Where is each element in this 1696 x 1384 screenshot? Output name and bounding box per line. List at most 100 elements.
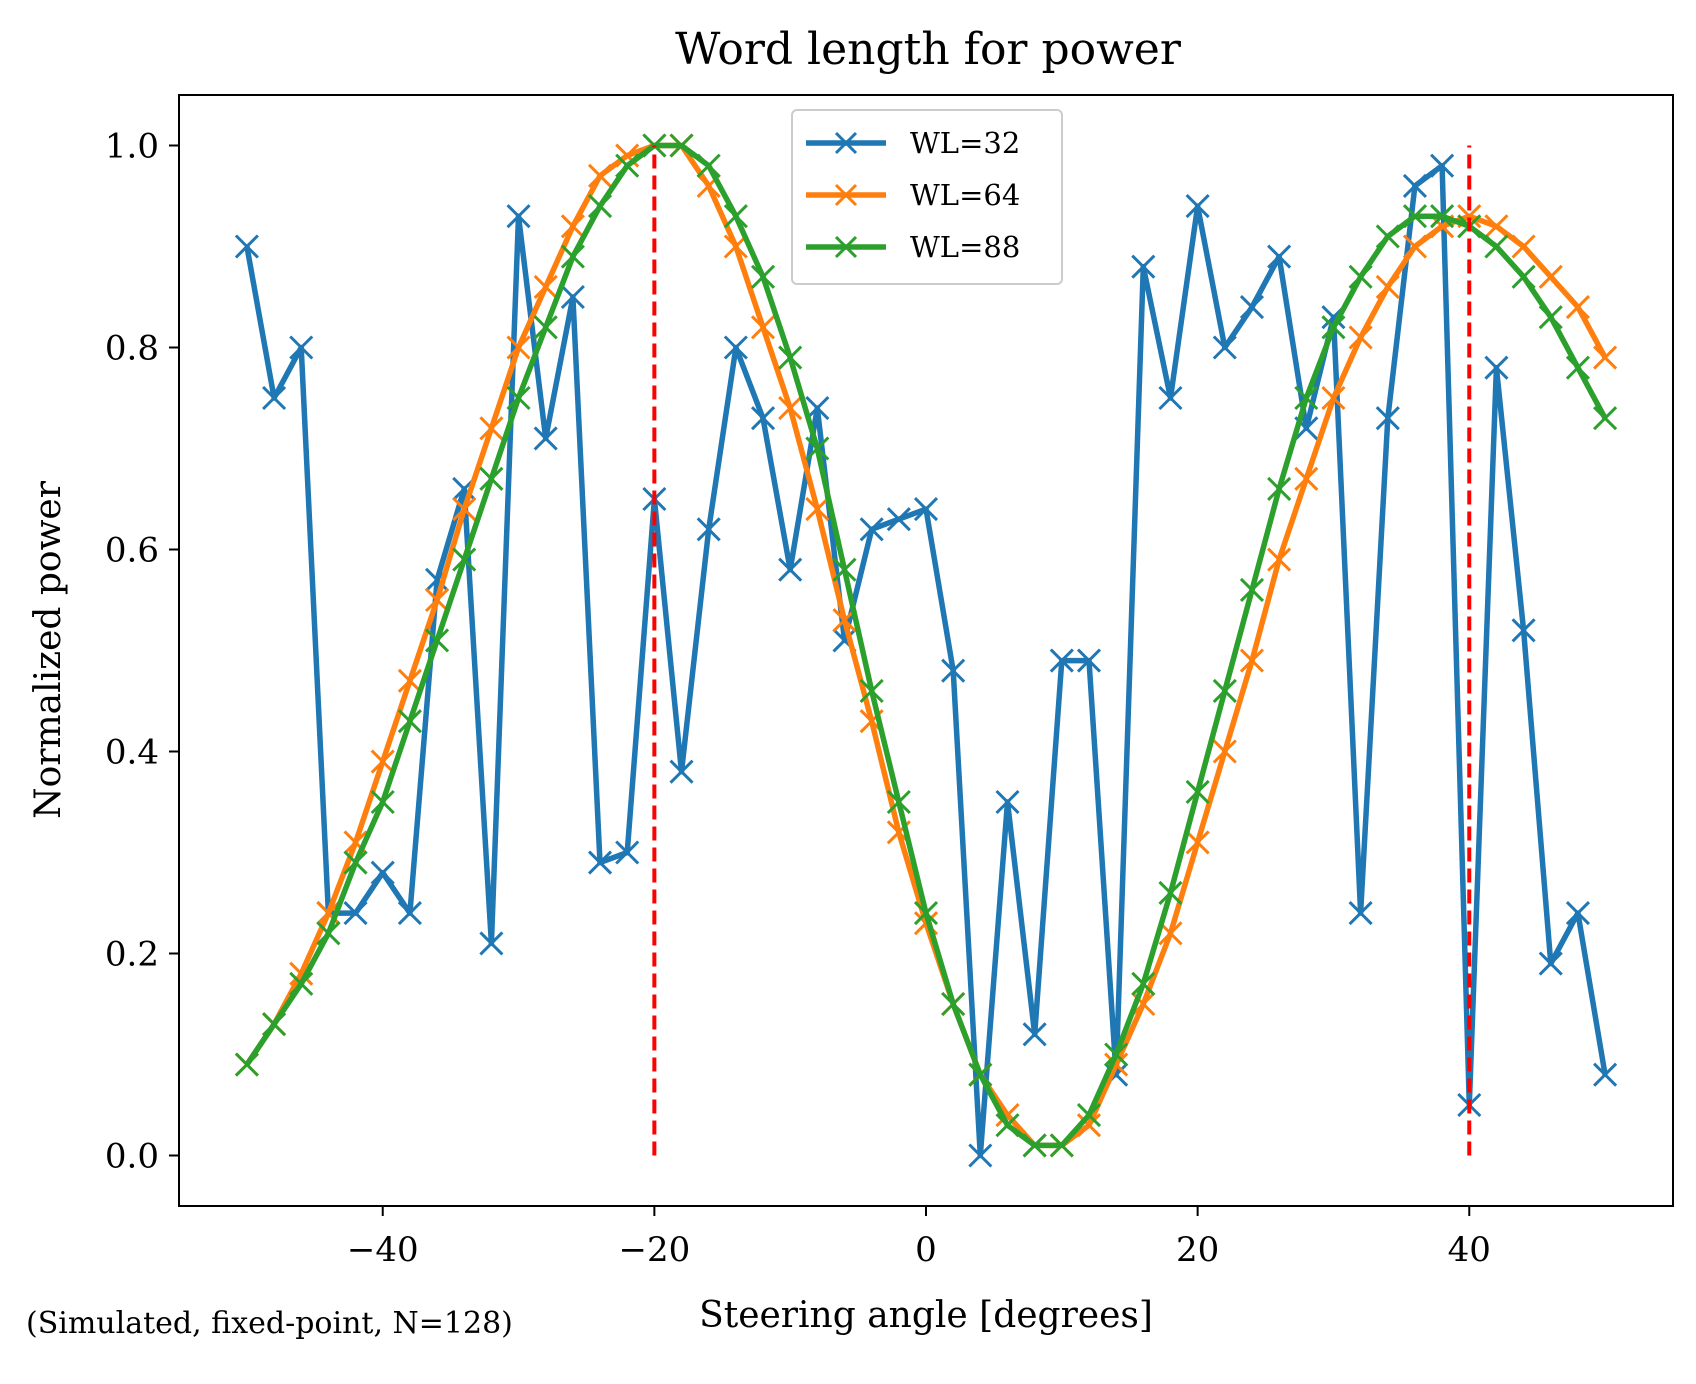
data-point xyxy=(1402,234,1428,259)
data-point xyxy=(506,385,531,411)
data-point xyxy=(397,709,422,734)
data-point xyxy=(1212,739,1237,764)
data-point xyxy=(778,396,803,421)
data-point xyxy=(587,194,613,219)
data-point xyxy=(234,234,259,259)
data-point xyxy=(533,274,558,299)
data-point xyxy=(1402,204,1428,229)
data-point xyxy=(1185,779,1210,804)
legend-label: WL=88 xyxy=(910,230,1020,264)
data-point xyxy=(1375,224,1400,249)
data-point xyxy=(1212,678,1237,703)
data-point xyxy=(1511,618,1536,643)
data-point xyxy=(968,1143,993,1168)
y-axis-label: Normalized power xyxy=(28,480,69,819)
data-point xyxy=(1267,476,1292,501)
data-point xyxy=(1158,385,1183,411)
data-point xyxy=(805,436,830,461)
data-point xyxy=(995,789,1020,815)
data-point xyxy=(615,153,640,178)
data-point xyxy=(778,557,803,582)
data-point xyxy=(1511,234,1536,259)
data-point xyxy=(1076,1113,1102,1138)
footnote: (Simulated, fixed-point, N=128) xyxy=(26,1306,513,1341)
y-tick-label: 0.6 xyxy=(105,531,159,571)
series-WL=32 xyxy=(234,153,1618,1168)
data-point xyxy=(1348,325,1373,350)
x-axis-label: Steering angle [degrees] xyxy=(699,1295,1153,1336)
data-point xyxy=(1538,305,1563,330)
data-point xyxy=(397,901,422,926)
data-point xyxy=(479,416,504,441)
data-point xyxy=(1375,274,1400,299)
data-point xyxy=(370,860,395,885)
legend-label: WL=32 xyxy=(910,126,1020,160)
data-point xyxy=(262,1012,287,1037)
data-point xyxy=(1267,547,1292,572)
data-point xyxy=(669,759,694,784)
axis-ticks: −40 −20 0 20 40 0.0 0.2 0.4 0.6 0.8 1.0 xyxy=(105,127,1491,1271)
data-point xyxy=(1294,385,1319,411)
legend: WL=32 WL=64 WL=88 xyxy=(791,109,1063,285)
data-point xyxy=(913,901,939,926)
data-point xyxy=(1593,406,1618,431)
data-point xyxy=(506,204,531,229)
data-point xyxy=(941,991,966,1017)
data-point xyxy=(750,406,776,431)
data-point xyxy=(1239,295,1265,320)
data-point xyxy=(533,315,558,340)
data-point xyxy=(723,204,748,229)
data-point xyxy=(262,385,287,411)
data-point xyxy=(587,163,613,188)
series-WL=64 xyxy=(234,133,1618,1158)
data-point xyxy=(995,1113,1020,1138)
x-tick-label: 20 xyxy=(1176,1230,1219,1270)
legend-entry: WL=64 xyxy=(806,178,1020,212)
data-point xyxy=(343,901,368,926)
data-point xyxy=(1484,234,1509,259)
data-point xyxy=(1239,648,1265,673)
data-point xyxy=(1484,355,1509,380)
data-point xyxy=(560,244,585,269)
data-point xyxy=(1565,901,1590,926)
data-point xyxy=(479,466,504,491)
legend-box xyxy=(791,109,1063,285)
data-point xyxy=(560,284,585,310)
data-point xyxy=(750,315,776,340)
data-point xyxy=(1375,406,1400,431)
data-point xyxy=(289,971,314,996)
data-point xyxy=(234,1052,259,1077)
data-point xyxy=(615,840,640,865)
data-point xyxy=(370,789,395,815)
data-point xyxy=(1131,971,1156,996)
data-point xyxy=(1022,1133,1047,1158)
data-point xyxy=(750,264,776,289)
legend-entry: WL=32 xyxy=(806,126,1020,160)
data-point xyxy=(1049,1133,1074,1158)
data-point xyxy=(1321,315,1346,340)
data-point xyxy=(289,335,314,360)
data-point xyxy=(859,678,884,703)
data-point xyxy=(424,628,450,653)
data-point xyxy=(1212,335,1237,360)
data-point xyxy=(506,335,531,360)
data-point xyxy=(1131,254,1156,279)
data-point xyxy=(1484,214,1509,239)
y-tick-label: 0.2 xyxy=(105,935,159,975)
data-point xyxy=(370,749,395,774)
y-tick-label: 0.0 xyxy=(105,1137,159,1177)
legend-label: WL=64 xyxy=(910,178,1020,212)
data-point xyxy=(1348,264,1373,289)
data-point xyxy=(778,345,803,370)
data-point xyxy=(723,335,748,360)
data-point xyxy=(1402,173,1428,198)
data-point xyxy=(1022,1022,1047,1047)
data-point xyxy=(913,497,939,522)
legend-marker xyxy=(834,183,858,207)
data-point xyxy=(560,214,585,239)
legend-entry: WL=88 xyxy=(806,230,1020,264)
data-point xyxy=(859,517,884,542)
series-WL=88 xyxy=(234,133,1618,1158)
data-point xyxy=(1593,1062,1618,1087)
